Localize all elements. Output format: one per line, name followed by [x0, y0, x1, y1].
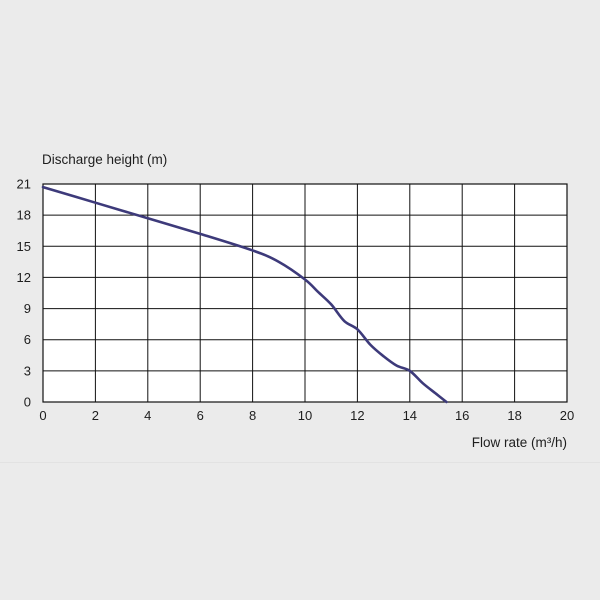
y-tick-label: 12: [17, 270, 31, 285]
x-tick-label: 20: [560, 408, 574, 423]
y-tick-label: 3: [24, 363, 31, 378]
y-tick-label: 18: [17, 208, 31, 223]
footer-panel: [0, 462, 600, 600]
x-axis-title: Flow rate (m³/h): [472, 435, 567, 450]
x-tick-label: 18: [507, 408, 521, 423]
x-tick-label: 0: [39, 408, 46, 423]
x-tick-label: 14: [403, 408, 417, 423]
x-tick-label: 10: [298, 408, 312, 423]
x-tick-label: 2: [92, 408, 99, 423]
x-tick-label: 16: [455, 408, 469, 423]
y-tick-label: 9: [24, 301, 31, 316]
plot-frame: [42, 183, 568, 403]
y-axis-title: Discharge height (m): [42, 152, 167, 167]
x-tick-label: 4: [144, 408, 151, 423]
y-tick-label: 6: [24, 332, 31, 347]
x-tick-label: 8: [249, 408, 256, 423]
y-tick-label: 21: [17, 177, 31, 192]
x-tick-label: 12: [350, 408, 364, 423]
y-tick-label: 15: [17, 239, 31, 254]
pump-curve-line: [41, 185, 448, 404]
x-tick-label: 6: [197, 408, 204, 423]
y-tick-label: 0: [24, 395, 31, 410]
